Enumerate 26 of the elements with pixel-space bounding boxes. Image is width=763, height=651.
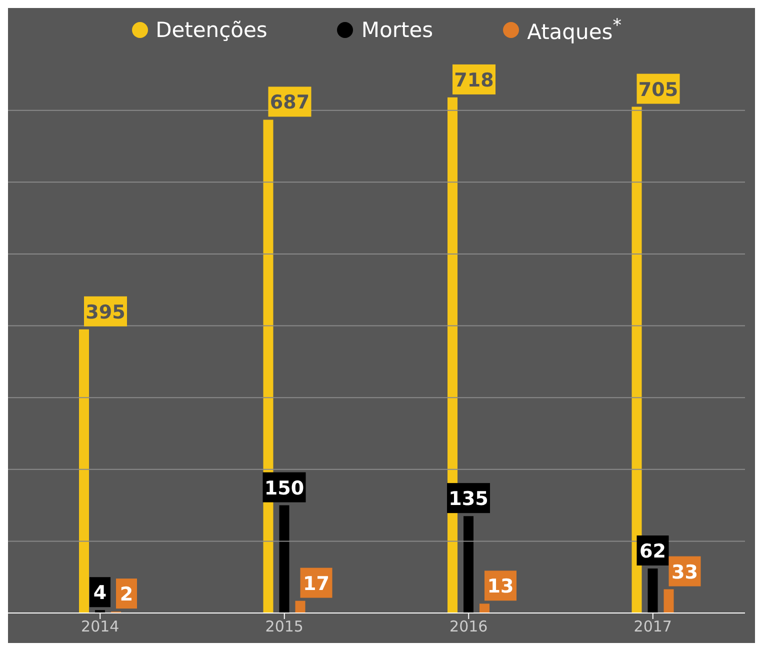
data-label: 135 — [448, 488, 488, 510]
data-label: 718 — [454, 69, 494, 92]
data-label: 17 — [303, 572, 330, 595]
data-label: 13 — [487, 576, 514, 598]
bar — [79, 329, 89, 613]
x-tick-label: 2015 — [265, 618, 304, 636]
x-tick-label: 2014 — [81, 618, 120, 636]
data-label: 2 — [120, 584, 134, 606]
data-label: 687 — [270, 92, 310, 114]
bar — [664, 589, 674, 613]
data-label: 4 — [93, 582, 107, 604]
data-label: 705 — [638, 78, 678, 101]
bar — [279, 505, 290, 613]
x-tick-label: 2017 — [634, 618, 672, 636]
legend-label: Detenções — [156, 18, 268, 42]
bar — [648, 568, 658, 613]
data-label: 150 — [264, 477, 304, 500]
data-label: 33 — [672, 561, 698, 584]
legend-label: Ataques$^{*}$ — [527, 16, 622, 44]
x-tick-label: 2016 — [450, 618, 488, 636]
bar — [480, 604, 490, 613]
data-label: 395 — [86, 301, 126, 324]
legend-label: Mortes — [361, 18, 434, 42]
data-label: 62 — [640, 540, 666, 562]
bar — [295, 600, 306, 613]
bar — [464, 516, 474, 613]
